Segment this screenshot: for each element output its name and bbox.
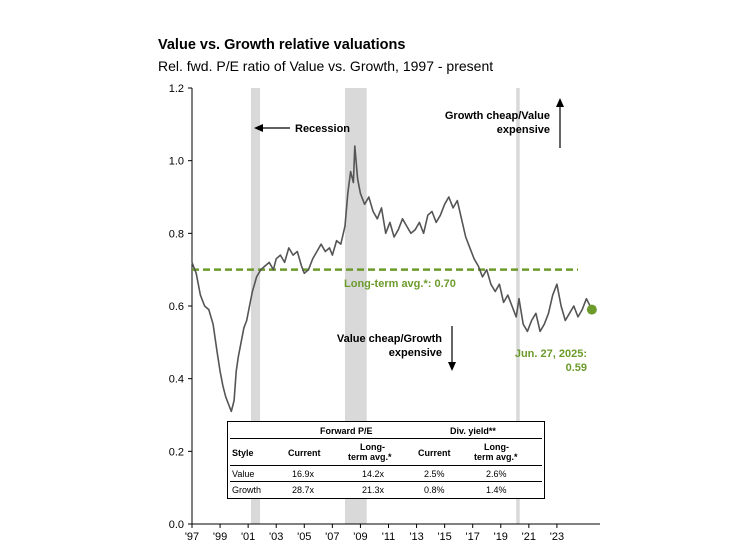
y-tick-label: 0.0 xyxy=(169,519,184,531)
y-tick-label: 1.0 xyxy=(169,156,184,168)
y-tick-label: 0.6 xyxy=(169,301,184,313)
x-tick-label: '13 xyxy=(409,531,423,543)
value-cheap-label-line1: Value cheap/Growth xyxy=(337,333,442,345)
latest-value-label-line2: 0.59 xyxy=(566,362,587,374)
table-header-pe-avg-line2: term avg.* xyxy=(348,452,392,462)
x-tick-label: '97 xyxy=(185,531,199,543)
y-tick-label: 0.4 xyxy=(169,374,184,386)
recession-label: Recession xyxy=(295,123,350,135)
table-header-pe-avg-line1: Long- xyxy=(360,442,385,452)
latest-value-point xyxy=(586,304,597,315)
chart-subtitle: Rel. fwd. P/E ratio of Value vs. Growth,… xyxy=(158,58,494,74)
up-arrow-icon xyxy=(556,98,564,107)
value-cheap-annotation: Value cheap/Growth expensive xyxy=(337,326,456,371)
x-tick-label: '23 xyxy=(550,531,564,543)
table-cell-div-avg: 2.6% xyxy=(486,469,507,479)
x-ticks: '97 '99 '01 '03 '05 '07 '09 '11 '13 '15 '17 '19 '21 '… xyxy=(185,524,564,543)
x-tick-label: '09 xyxy=(353,531,367,543)
table-header-div-current: Current xyxy=(418,448,451,458)
table-header-style: Style xyxy=(232,448,254,458)
x-tick-label: '01 xyxy=(241,531,255,543)
table-rule-row xyxy=(230,481,542,482)
left-arrow-icon xyxy=(254,124,263,132)
x-tick-label: '17 xyxy=(466,531,480,543)
table-cell-pe-current: 28.7x xyxy=(292,485,315,495)
growth-cheap-annotation: Growth cheap/Value expensive xyxy=(445,98,564,148)
y-tick-label: 1.2 xyxy=(169,83,184,95)
y-ticks: 0.0 0.2 0.4 0.6 0.8 1.0 1.2 xyxy=(169,83,192,531)
growth-cheap-label-line1: Growth cheap/Value xyxy=(445,110,550,122)
table-header-pe-current: Current xyxy=(288,448,321,458)
table-cell-div-avg: 1.4% xyxy=(486,485,507,495)
latest-value-label-line1: Jun. 27, 2025: xyxy=(515,348,587,360)
valuation-table: Forward P/E Div. yield** Style Current L… xyxy=(227,421,545,499)
table-header-div-avg-line2: term avg.* xyxy=(474,452,518,462)
value-cheap-label-line2: expensive xyxy=(389,347,442,359)
table-group-div-yield: Div. yield** xyxy=(450,426,496,436)
long-term-average-label: Long-term avg.*: 0.70 xyxy=(344,278,456,290)
table-rule-top xyxy=(230,438,542,439)
table-group-forward-pe: Forward P/E xyxy=(320,426,373,436)
down-arrow-icon xyxy=(448,362,456,371)
y-tick-label: 0.8 xyxy=(169,228,184,240)
x-tick-label: '11 xyxy=(382,531,396,543)
table-header-div-avg-line1: Long- xyxy=(484,442,509,452)
table-cell-div-current: 2.5% xyxy=(424,469,445,479)
table-cell-style: Value xyxy=(232,469,255,479)
chart-title: Value vs. Growth relative valuations xyxy=(158,37,406,53)
series-line xyxy=(191,145,593,413)
table-cell-style: Growth xyxy=(232,485,262,495)
x-tick-label: '99 xyxy=(213,531,227,543)
table-cell-pe-current: 16.9x xyxy=(292,469,315,479)
table-rule-header xyxy=(230,465,542,466)
recession-annotation: Recession xyxy=(254,123,350,135)
x-tick-label: '03 xyxy=(269,531,283,543)
x-tick-label: '05 xyxy=(297,531,311,543)
recession-band xyxy=(250,88,261,524)
x-tick-label: '15 xyxy=(437,531,451,543)
x-tick-label: '21 xyxy=(522,531,536,543)
table-cell-div-current: 0.8% xyxy=(424,485,445,495)
table-cell-pe-avg: 21.3x xyxy=(362,485,385,495)
x-tick-label: '07 xyxy=(325,531,339,543)
x-tick-label: '19 xyxy=(494,531,508,543)
table-cell-pe-avg: 14.2x xyxy=(362,469,385,479)
growth-cheap-label-line2: expensive xyxy=(497,124,550,136)
y-tick-label: 0.2 xyxy=(169,446,184,458)
